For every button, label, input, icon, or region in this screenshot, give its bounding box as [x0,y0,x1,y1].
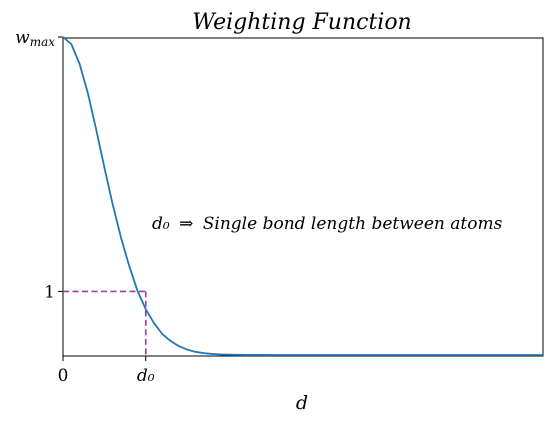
annotation-arrow: ⇒ [179,214,193,234]
annotation-text: d₀ ⇒ Single bond length between atoms [152,214,503,234]
reference-lines [63,290,147,356]
plot-frame [62,37,544,357]
y-tick-label-0: 1 [44,282,55,302]
annotation-d0: d₀ [152,214,170,234]
annotation-description: Single bond length between atoms [203,214,503,234]
x-axis-label: d [296,392,308,414]
y-tick-label-1: wmax [15,28,55,49]
ticks-layer: 0 d₀ 1 wmax [15,28,155,386]
y-tick-label-sub: max [30,35,56,49]
series-line-0 [62,36,543,356]
x-tick-label-1: d₀ [137,366,155,386]
x-tick-label-0: 0 [58,366,69,386]
y-tick-label-w: w [15,28,30,48]
series-layer [62,36,543,356]
chart-title: Weighting Function [192,10,411,35]
